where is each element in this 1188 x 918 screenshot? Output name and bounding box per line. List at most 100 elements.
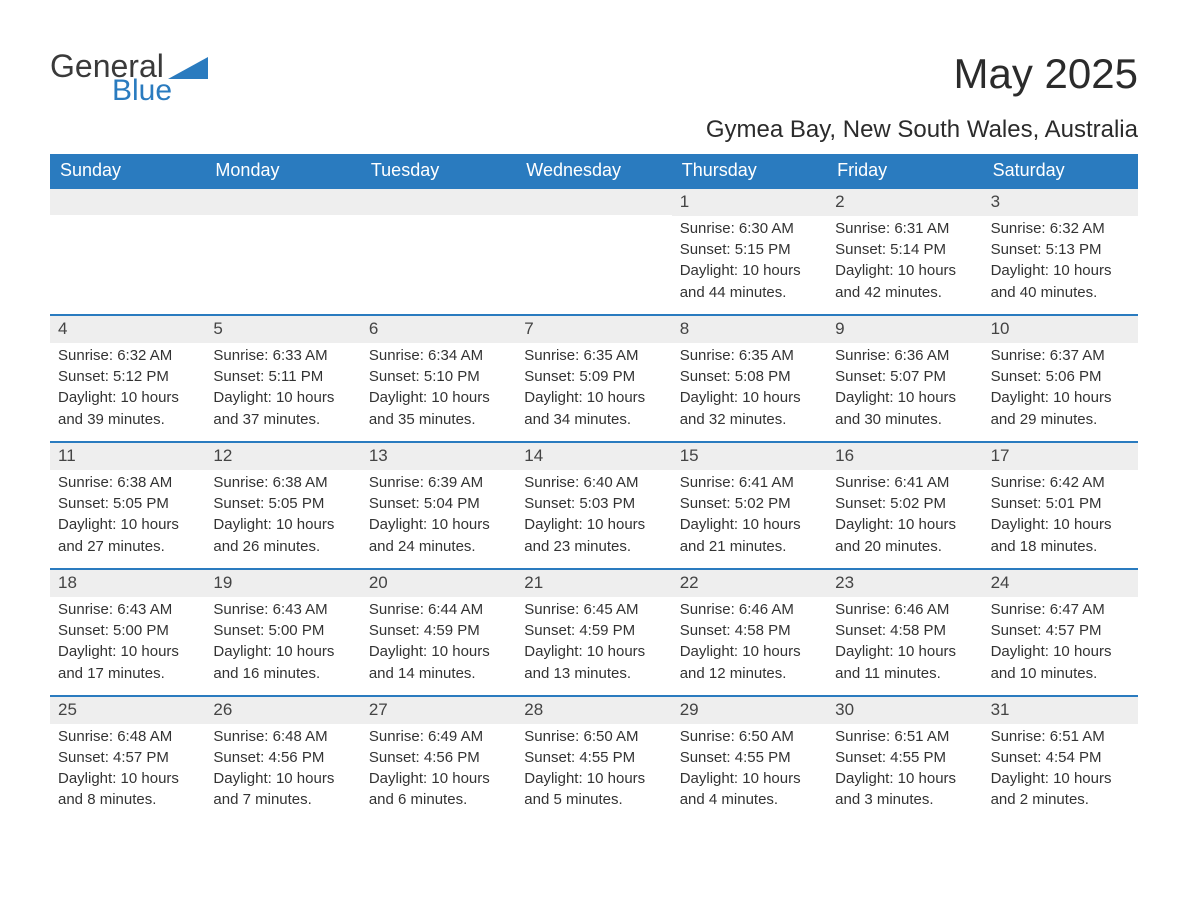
day-number: 13 [361,443,516,470]
day-cell: 1Sunrise: 6:30 AMSunset: 5:15 PMDaylight… [672,189,827,314]
day-number: 6 [361,316,516,343]
page-title: May 2025 [954,50,1138,98]
sunrise-line: Sunrise: 6:34 AM [369,346,508,366]
sunrise-line: Sunrise: 6:49 AM [369,727,508,747]
daylight-line-2: and 30 minutes. [835,410,974,430]
sunset-line: Sunset: 5:10 PM [369,367,508,387]
weekday-monday: Monday [205,154,360,187]
day-details: Sunrise: 6:32 AMSunset: 5:12 PMDaylight:… [50,346,205,441]
calendar: SundayMondayTuesdayWednesdayThursdayFrid… [50,154,1138,822]
sunrise-line: Sunrise: 6:38 AM [58,473,197,493]
day-number: 23 [827,570,982,597]
week-row: 25Sunrise: 6:48 AMSunset: 4:57 PMDayligh… [50,695,1138,822]
empty-day-header [50,189,205,215]
day-number: 15 [672,443,827,470]
sunset-line: Sunset: 4:54 PM [991,748,1130,768]
day-details: Sunrise: 6:31 AMSunset: 5:14 PMDaylight:… [827,219,982,314]
sunset-line: Sunset: 5:11 PM [213,367,352,387]
day-number: 4 [50,316,205,343]
day-cell: 22Sunrise: 6:46 AMSunset: 4:58 PMDayligh… [672,570,827,695]
day-details: Sunrise: 6:38 AMSunset: 5:05 PMDaylight:… [205,473,360,568]
weekday-saturday: Saturday [983,154,1138,187]
day-cell [50,189,205,314]
weekday-sunday: Sunday [50,154,205,187]
sunset-line: Sunset: 5:02 PM [680,494,819,514]
day-cell: 12Sunrise: 6:38 AMSunset: 5:05 PMDayligh… [205,443,360,568]
logo-text-wrap: General Blue [50,50,208,106]
empty-day-header [516,189,671,215]
sunset-line: Sunset: 5:06 PM [991,367,1130,387]
sunset-line: Sunset: 4:57 PM [991,621,1130,641]
daylight-line-2: and 5 minutes. [524,790,663,810]
daylight-line-2: and 42 minutes. [835,283,974,303]
sunrise-line: Sunrise: 6:32 AM [58,346,197,366]
day-number: 7 [516,316,671,343]
sunrise-line: Sunrise: 6:35 AM [680,346,819,366]
day-number: 11 [50,443,205,470]
daylight-line-2: and 16 minutes. [213,664,352,684]
daylight-line-1: Daylight: 10 hours [58,642,197,662]
daylight-line-1: Daylight: 10 hours [680,388,819,408]
daylight-line-1: Daylight: 10 hours [369,388,508,408]
sunrise-line: Sunrise: 6:45 AM [524,600,663,620]
sunset-line: Sunset: 4:58 PM [835,621,974,641]
day-details: Sunrise: 6:42 AMSunset: 5:01 PMDaylight:… [983,473,1138,568]
sunset-line: Sunset: 5:03 PM [524,494,663,514]
sunrise-line: Sunrise: 6:40 AM [524,473,663,493]
day-cell: 6 Sunrise: 6:34 AMSunset: 5:10 PMDaylight… [361,316,516,441]
sunrise-line: Sunrise: 6:36 AM [835,346,974,366]
day-details: Sunrise: 6:35 AMSunset: 5:09 PMDaylight:… [516,346,671,441]
day-details: Sunrise: 6:40 AMSunset: 5:03 PMDaylight:… [516,473,671,568]
day-details: Sunrise: 6:46 AMSunset: 4:58 PMDaylight:… [672,600,827,695]
sunset-line: Sunset: 5:00 PM [58,621,197,641]
daylight-line-2: and 14 minutes. [369,664,508,684]
week-row: 11Sunrise: 6:38 AMSunset: 5:05 PMDayligh… [50,441,1138,568]
sunset-line: Sunset: 4:56 PM [369,748,508,768]
daylight-line-2: and 29 minutes. [991,410,1130,430]
sunrise-line: Sunrise: 6:35 AM [524,346,663,366]
weekday-tuesday: Tuesday [361,154,516,187]
week-row: 4 Sunrise: 6:32 AMSunset: 5:12 PMDaylight… [50,314,1138,441]
day-details: Sunrise: 6:43 AMSunset: 5:00 PMDaylight:… [50,600,205,695]
sunrise-line: Sunrise: 6:47 AM [991,600,1130,620]
sunset-line: Sunset: 4:57 PM [58,748,197,768]
sunset-line: Sunset: 5:05 PM [213,494,352,514]
sunrise-line: Sunrise: 6:30 AM [680,219,819,239]
week-row: 1Sunrise: 6:30 AMSunset: 5:15 PMDaylight… [50,187,1138,314]
day-number: 28 [516,697,671,724]
daylight-line-2: and 44 minutes. [680,283,819,303]
day-number: 8 [672,316,827,343]
day-cell: 30Sunrise: 6:51 AMSunset: 4:55 PMDayligh… [827,697,982,822]
sunset-line: Sunset: 5:14 PM [835,240,974,260]
daylight-line-2: and 13 minutes. [524,664,663,684]
daylight-line-2: and 10 minutes. [991,664,1130,684]
day-number: 30 [827,697,982,724]
sunset-line: Sunset: 5:13 PM [991,240,1130,260]
sunset-line: Sunset: 4:59 PM [369,621,508,641]
sunrise-line: Sunrise: 6:44 AM [369,600,508,620]
sunset-line: Sunset: 5:05 PM [58,494,197,514]
sunset-line: Sunset: 5:00 PM [213,621,352,641]
day-details: Sunrise: 6:46 AMSunset: 4:58 PMDaylight:… [827,600,982,695]
sunrise-line: Sunrise: 6:39 AM [369,473,508,493]
weekday-wednesday: Wednesday [516,154,671,187]
day-details: Sunrise: 6:49 AMSunset: 4:56 PMDaylight:… [361,727,516,822]
day-details: Sunrise: 6:48 AMSunset: 4:56 PMDaylight:… [205,727,360,822]
daylight-line-1: Daylight: 10 hours [524,515,663,535]
day-number: 18 [50,570,205,597]
day-cell: 13Sunrise: 6:39 AMSunset: 5:04 PMDayligh… [361,443,516,568]
day-cell: 29Sunrise: 6:50 AMSunset: 4:55 PMDayligh… [672,697,827,822]
daylight-line-1: Daylight: 10 hours [213,642,352,662]
day-cell: 4 Sunrise: 6:32 AMSunset: 5:12 PMDaylight… [50,316,205,441]
day-cell: 9Sunrise: 6:36 AMSunset: 5:07 PMDaylight… [827,316,982,441]
day-details: Sunrise: 6:47 AMSunset: 4:57 PMDaylight:… [983,600,1138,695]
daylight-line-1: Daylight: 10 hours [991,642,1130,662]
sunrise-line: Sunrise: 6:43 AM [213,600,352,620]
day-cell: 28Sunrise: 6:50 AMSunset: 4:55 PMDayligh… [516,697,671,822]
day-number: 17 [983,443,1138,470]
day-details: Sunrise: 6:35 AMSunset: 5:08 PMDaylight:… [672,346,827,441]
weekday-friday: Friday [827,154,982,187]
day-cell: 14Sunrise: 6:40 AMSunset: 5:03 PMDayligh… [516,443,671,568]
empty-day-header [205,189,360,215]
daylight-line-1: Daylight: 10 hours [835,515,974,535]
